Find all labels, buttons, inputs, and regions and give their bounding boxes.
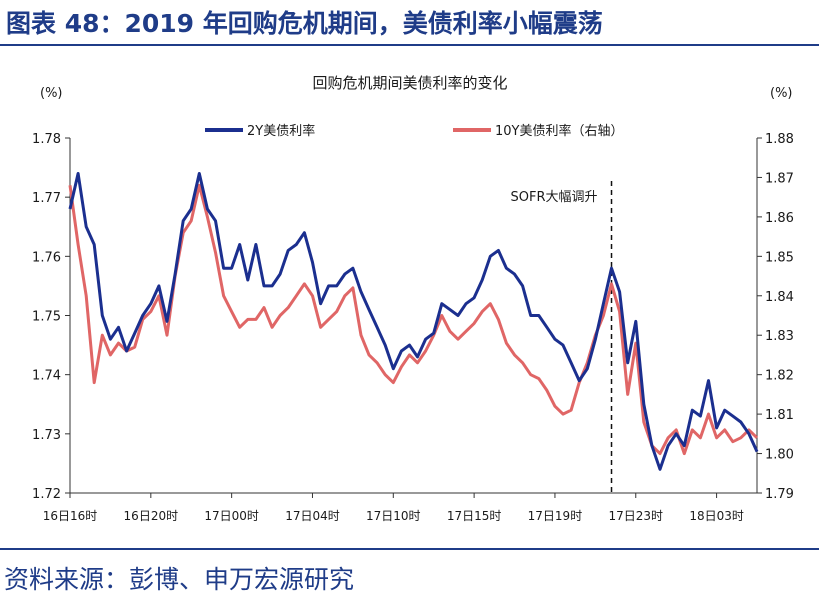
x-tick-label: 17日23时	[608, 509, 663, 523]
y-right-tick-label: 1.84	[765, 290, 794, 305]
y-axis-right: 1.79 1.80 1.81 1.82 1.83 1.84 1.85 1.86 1.87 1.88	[756, 132, 794, 502]
annotation-layer: SOFR大幅调升	[511, 181, 613, 493]
x-tick-label: 17日19时	[528, 509, 583, 523]
y-right-unit: (%)	[770, 86, 793, 101]
figure-title: 图表 48：2019 年回购危机期间，美债利率小幅震荡	[6, 9, 603, 38]
legend: 2Y美债利率 10Y美债利率（右轴）	[205, 123, 623, 139]
y-right-tick-label: 1.88	[765, 132, 794, 147]
x-tick-label: 17日10时	[366, 509, 421, 523]
source-text: 资料来源：彭博、申万宏源研究	[4, 565, 355, 594]
y-right-tick-label: 1.81	[765, 408, 794, 423]
y-right-tick-label: 1.79	[765, 487, 794, 502]
legend-label-2y: 2Y美债利率	[247, 123, 315, 139]
y-left-tick-label: 1.77	[32, 191, 61, 206]
chart-title: 回购危机期间美债利率的变化	[312, 74, 507, 92]
y-left-tick-label: 1.72	[32, 487, 61, 502]
y-left-tick-label: 1.74	[32, 369, 61, 384]
title-rule	[0, 44, 819, 46]
y-left-tick-label: 1.78	[32, 132, 61, 147]
y-left-tick-label: 1.76	[32, 250, 61, 265]
series-10y-line	[68, 183, 759, 456]
y-left-tick-label: 1.75	[32, 310, 61, 325]
x-tick-label: 17日00时	[204, 509, 259, 523]
x-tick-label: 18日03时	[689, 509, 744, 523]
x-tick-label: 17日15时	[447, 509, 502, 523]
legend-label-10y: 10Y美债利率（右轴）	[495, 123, 623, 139]
y-right-tick-label: 1.87	[765, 171, 794, 186]
x-tick-label: 17日04时	[285, 509, 340, 523]
sofr-annotation: SOFR大幅调升	[511, 190, 598, 205]
series-layer	[68, 172, 759, 471]
y-right-tick-label: 1.83	[765, 329, 794, 344]
y-left-tick-label: 1.73	[32, 428, 61, 443]
line-chart: 回购危机期间美债利率的变化 (%) (%) 2Y美债利率 10Y美债利率（右轴）…	[32, 74, 794, 523]
x-tick-label: 16日16时	[43, 509, 98, 523]
source-rule	[0, 548, 819, 550]
y-axis-left: 1.72 1.73 1.74 1.75 1.76 1.77 1.78	[32, 132, 71, 502]
y-left-unit: (%)	[40, 86, 63, 101]
series-2y-line	[68, 172, 759, 471]
x-axis: 16日16时 16日20时 17日00时 17日04时 17日10时 17日15时 17日1…	[43, 492, 757, 523]
y-right-tick-label: 1.82	[765, 369, 794, 384]
x-tick-label: 16日20时	[124, 509, 179, 523]
y-right-tick-label: 1.86	[765, 211, 794, 226]
y-right-tick-label: 1.80	[765, 448, 794, 463]
y-right-tick-label: 1.85	[765, 250, 794, 265]
